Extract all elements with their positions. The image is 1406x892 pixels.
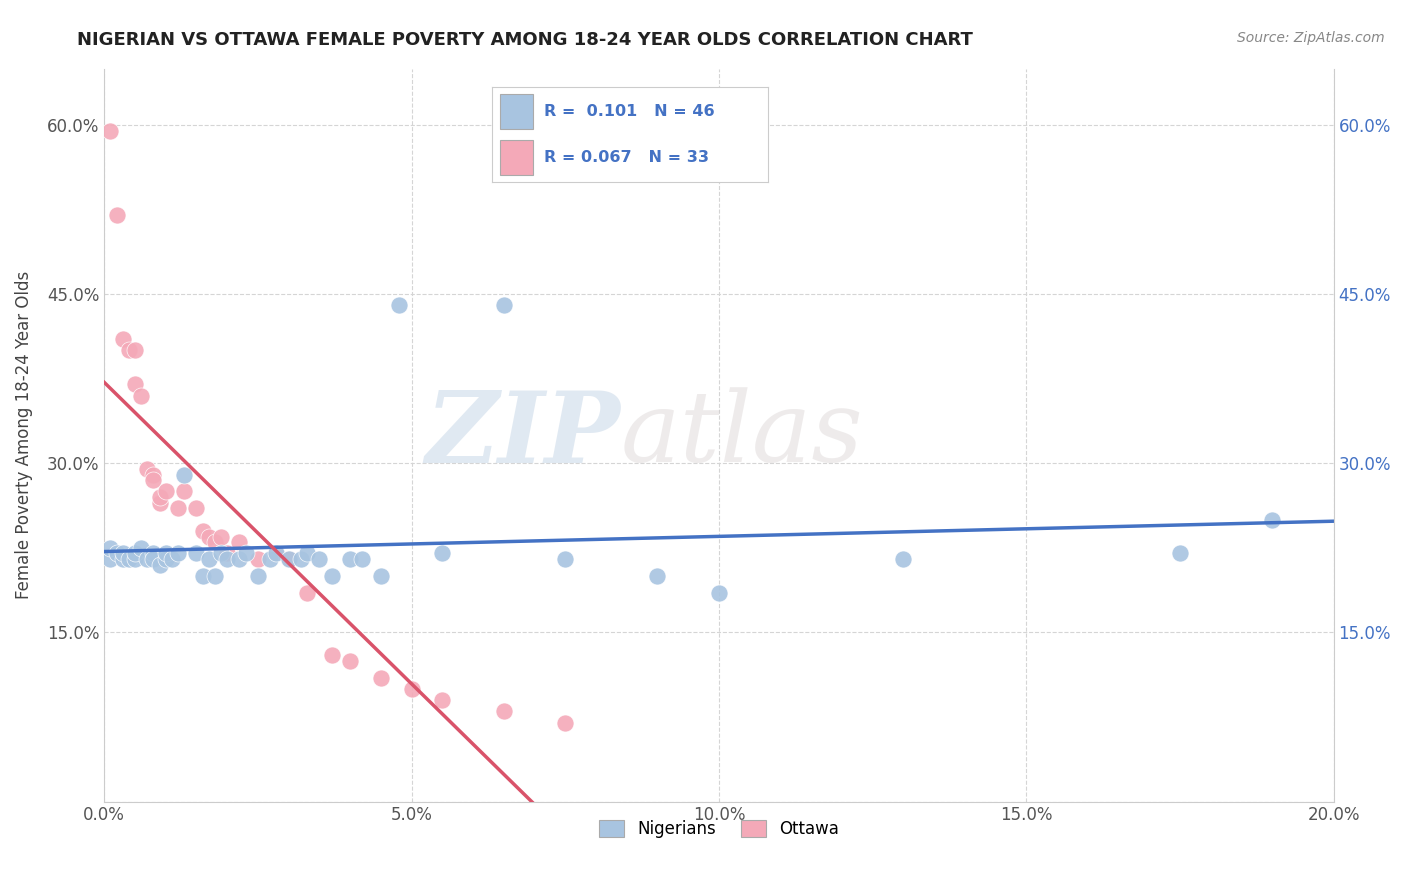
Point — [186, 546, 208, 560]
Text: atlas: atlas — [620, 387, 863, 483]
Point — [246, 552, 269, 566]
Point — [277, 552, 299, 566]
Point — [136, 462, 159, 476]
Point — [167, 501, 190, 516]
Point — [204, 569, 226, 583]
Y-axis label: Female Poverty Among 18-24 Year Olds: Female Poverty Among 18-24 Year Olds — [15, 271, 32, 599]
Point — [142, 552, 165, 566]
Point — [129, 541, 152, 555]
Point — [111, 332, 134, 346]
Point — [142, 473, 165, 487]
Point — [173, 467, 195, 482]
Text: NIGERIAN VS OTTAWA FEMALE POVERTY AMONG 18-24 YEAR OLDS CORRELATION CHART: NIGERIAN VS OTTAWA FEMALE POVERTY AMONG … — [77, 31, 973, 49]
Point — [100, 541, 122, 555]
Point — [105, 546, 128, 560]
Point — [339, 654, 361, 668]
Point — [235, 546, 257, 560]
Point — [197, 530, 219, 544]
Point — [124, 552, 146, 566]
Point — [191, 524, 214, 538]
Point — [321, 569, 343, 583]
Point — [432, 693, 454, 707]
Point — [186, 501, 208, 516]
Point — [204, 535, 226, 549]
Point — [155, 484, 177, 499]
Point — [124, 546, 146, 560]
Point — [105, 208, 128, 222]
Legend: Nigerians, Ottawa: Nigerians, Ottawa — [592, 813, 846, 845]
Point — [647, 569, 669, 583]
Point — [370, 671, 392, 685]
Point — [111, 552, 134, 566]
Text: Source: ZipAtlas.com: Source: ZipAtlas.com — [1237, 31, 1385, 45]
Point — [129, 388, 152, 402]
Point — [136, 552, 159, 566]
Point — [352, 552, 374, 566]
Point — [295, 586, 318, 600]
Point — [155, 552, 177, 566]
Point — [148, 496, 170, 510]
Point — [492, 298, 515, 312]
Point — [370, 569, 392, 583]
Point — [111, 546, 134, 560]
Point — [321, 648, 343, 662]
Point — [124, 343, 146, 358]
Point — [148, 490, 170, 504]
Point — [266, 546, 288, 560]
Point — [142, 467, 165, 482]
Point — [707, 586, 730, 600]
Point — [554, 715, 576, 730]
Point — [1261, 513, 1284, 527]
Point — [401, 681, 423, 696]
Point — [554, 552, 576, 566]
Point — [148, 558, 170, 572]
Point — [308, 552, 330, 566]
Point — [295, 546, 318, 560]
Point — [191, 569, 214, 583]
Point — [217, 552, 239, 566]
Point — [259, 552, 281, 566]
Point — [492, 704, 515, 718]
Point — [246, 569, 269, 583]
Point — [100, 552, 122, 566]
Point — [118, 552, 141, 566]
Point — [197, 552, 219, 566]
Point — [228, 552, 250, 566]
Point — [217, 546, 239, 560]
Point — [290, 552, 312, 566]
Point — [124, 377, 146, 392]
Point — [100, 123, 122, 137]
Point — [209, 546, 232, 560]
Point — [891, 552, 914, 566]
Point — [1168, 546, 1191, 560]
Point — [142, 546, 165, 560]
Point — [432, 546, 454, 560]
Point — [155, 546, 177, 560]
Point — [388, 298, 411, 312]
Point — [118, 343, 141, 358]
Point — [228, 535, 250, 549]
Point — [173, 484, 195, 499]
Point — [160, 552, 183, 566]
Point — [209, 530, 232, 544]
Point — [167, 546, 190, 560]
Text: ZIP: ZIP — [426, 387, 620, 483]
Point — [266, 546, 288, 560]
Point — [339, 552, 361, 566]
Point — [277, 552, 299, 566]
